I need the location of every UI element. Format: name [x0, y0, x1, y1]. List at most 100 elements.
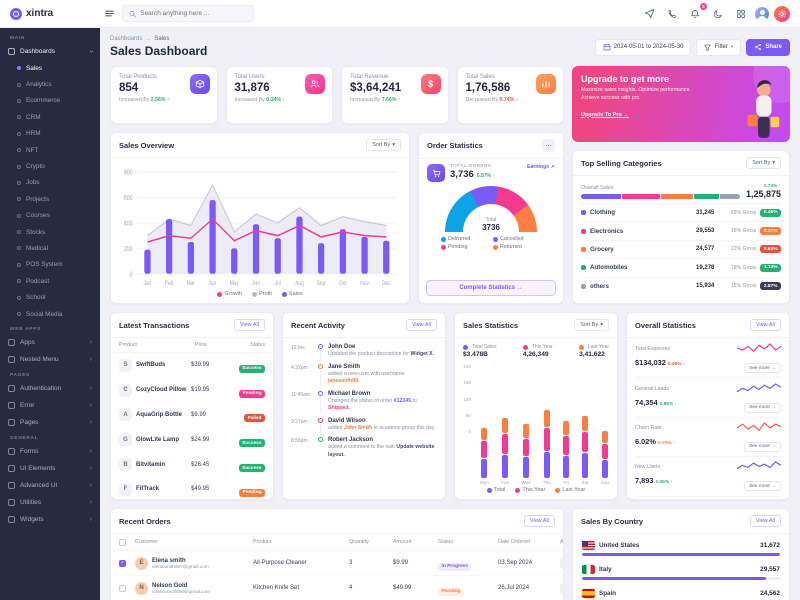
status-badge: Pending	[239, 488, 265, 497]
view-all-button[interactable]: View All	[523, 515, 555, 527]
sidebar-section-webapps: WEB APPS	[10, 327, 42, 333]
logo[interactable]: xintra	[0, 7, 100, 20]
product-thumb: F	[119, 482, 132, 496]
edit-icon[interactable]	[560, 582, 563, 594]
card-title: Overall Statistics	[635, 320, 696, 330]
menu-toggle-button[interactable]	[100, 5, 118, 23]
card-title: Sales By Country	[581, 516, 644, 526]
sidebar-item-authentication[interactable]: Authentication ›	[0, 380, 100, 397]
sidebar-item-crm[interactable]: CRM	[0, 109, 100, 125]
select-all-checkbox[interactable]	[119, 538, 126, 546]
svg-text:Aug: Aug	[295, 281, 304, 288]
sidebar-item-jobs[interactable]: Jobs	[0, 175, 100, 191]
search-input[interactable]	[140, 10, 247, 17]
sort-by-button[interactable]: Sort By ▾	[366, 139, 401, 151]
customer-avatar: E	[135, 556, 148, 570]
view-all-button[interactable]: View All	[749, 319, 781, 331]
see-more-button[interactable]: See more →	[744, 481, 781, 492]
phone-icon[interactable]	[663, 5, 681, 23]
category-row-electronics: Electronics 29,553 16% Gross 0.27%	[581, 221, 781, 239]
legend-dot-profit	[252, 291, 258, 297]
dark-mode-moon-icon[interactable]	[709, 5, 727, 23]
sidebar-item-dashboards[interactable]: Dashboards ›	[0, 43, 100, 60]
sidebar-item-medical[interactable]: Medical	[0, 240, 100, 256]
card-title: Top Selling Categories	[581, 158, 662, 168]
sidebar-item-apps[interactable]: Apps ›	[0, 334, 100, 351]
product-thumb: G	[119, 433, 132, 447]
sidebar-item-forms[interactable]: Forms ›	[0, 443, 100, 460]
see-more-button[interactable]: See more →	[744, 402, 781, 413]
ui-elements-icon	[8, 465, 15, 473]
sidebar-item-utilities[interactable]: Utilities ›	[0, 494, 100, 511]
sidebar-item-podcast[interactable]: Podcast	[0, 273, 100, 289]
status-badge: Pending	[239, 389, 265, 398]
chevron-right-icon: ›	[89, 419, 92, 427]
legend-dot-delivered	[441, 236, 446, 242]
chevron-down-icon: ▾	[772, 160, 775, 166]
view-all-button[interactable]: View All	[233, 319, 265, 331]
filter-button[interactable]: Filter	[696, 38, 742, 56]
earnings-link[interactable]: Earnings ↗	[527, 164, 555, 170]
user-avatar[interactable]	[755, 6, 769, 21]
sidebar-item-courses[interactable]: Courses	[0, 208, 100, 224]
chevron-right-icon: ›	[89, 356, 92, 364]
svg-text:Mar: Mar	[187, 281, 196, 288]
sidebar-item-social-media[interactable]: Social Media	[0, 306, 100, 322]
complete-statistics-button[interactable]: Complete Statistics →	[426, 280, 556, 296]
view-all-button[interactable]: View All	[405, 319, 437, 331]
apps-grid-icon[interactable]	[732, 5, 750, 23]
order-row: N Nelson Gold noahrussell556@gmail.com Kit…	[111, 576, 563, 600]
legend-dot-this-year	[515, 487, 521, 493]
timeline-dot	[318, 390, 323, 396]
product-thumb: S	[119, 358, 132, 372]
legend-dot-growth	[217, 291, 223, 297]
sidebar-item-pos-system[interactable]: POS System	[0, 257, 100, 273]
sidebar-item-nested-menu[interactable]: Nested Menu ›	[0, 351, 100, 368]
card-menu-button[interactable]: ⋯	[542, 139, 555, 152]
breadcrumb-dashboards[interactable]: Dashboards	[110, 36, 143, 42]
overall-sales-trend: 1.74%	[746, 184, 781, 189]
card-title: Recent Orders	[119, 516, 171, 526]
navbar-actions: 5	[640, 2, 800, 23]
sidebar-item-stocks[interactable]: Stocks	[0, 224, 100, 240]
sales-overview-legend: Growth Profit Sales	[111, 289, 409, 303]
send-icon[interactable]	[640, 5, 658, 23]
see-more-button[interactable]: See more →	[744, 441, 781, 452]
card-title: Order Statistics	[427, 141, 483, 150]
svg-text:Jul: Jul	[275, 281, 281, 288]
date-range-button[interactable]: 2024-05-01 to 2024-05-30	[594, 38, 692, 56]
sort-by-button[interactable]: Sort By ▾	[746, 157, 781, 169]
page-title: Sales Dashboard	[110, 44, 208, 58]
sidebar-item-analytics[interactable]: Analytics	[0, 76, 100, 92]
sidebar-item-nft[interactable]: NFT	[0, 142, 100, 158]
upgrade-cta-link[interactable]: Upgrade To Pro →	[581, 111, 629, 118]
sidebar-item-advanced-ui[interactable]: Advanced UI ›	[0, 477, 100, 494]
row-checkbox[interactable]	[119, 584, 126, 592]
settings-gear-icon[interactable]	[774, 5, 790, 22]
sidebar-item-error[interactable]: Error ›	[0, 397, 100, 414]
sidebar-item-ui-elements[interactable]: UI Elements ›	[0, 460, 100, 477]
sales-overview-chart: 0 200 400 600 800 Jan Feb Mar Apr May Jun Jul Aug Sep…	[111, 158, 409, 289]
bullet-icon	[17, 180, 21, 185]
sidebar-item-hrm[interactable]: HRM	[0, 126, 100, 142]
notifications-bell-icon[interactable]: 5	[686, 2, 707, 23]
sort-by-button[interactable]: Sort By ▾	[574, 319, 609, 331]
chevron-down-icon: ▾	[600, 322, 603, 328]
sidebar-item-crypto[interactable]: Crypto	[0, 158, 100, 174]
view-all-button[interactable]: View All	[749, 515, 781, 527]
sidebar-item-sales[interactable]: Sales	[0, 60, 100, 76]
bullet-icon	[17, 82, 21, 87]
main-content: Dashboards Sales Sales Dashboard 2024-05…	[100, 28, 800, 600]
row-checkbox[interactable]	[119, 559, 126, 567]
sidebar-item-school[interactable]: School	[0, 289, 100, 305]
share-button[interactable]: Share	[746, 38, 790, 56]
calendar-icon	[603, 44, 611, 51]
sidebar-item-projects[interactable]: Projects	[0, 191, 100, 207]
sidebar-item-widgets[interactable]: Widgets ›	[0, 511, 100, 528]
sidebar-item-pages[interactable]: Pages ›	[0, 414, 100, 431]
see-more-button[interactable]: See more →	[744, 363, 781, 374]
bullet-icon	[17, 197, 21, 202]
sidebar-item-ecommerce[interactable]: Ecommerce	[0, 93, 100, 109]
edit-icon[interactable]	[560, 557, 563, 569]
progress-track	[582, 553, 780, 556]
